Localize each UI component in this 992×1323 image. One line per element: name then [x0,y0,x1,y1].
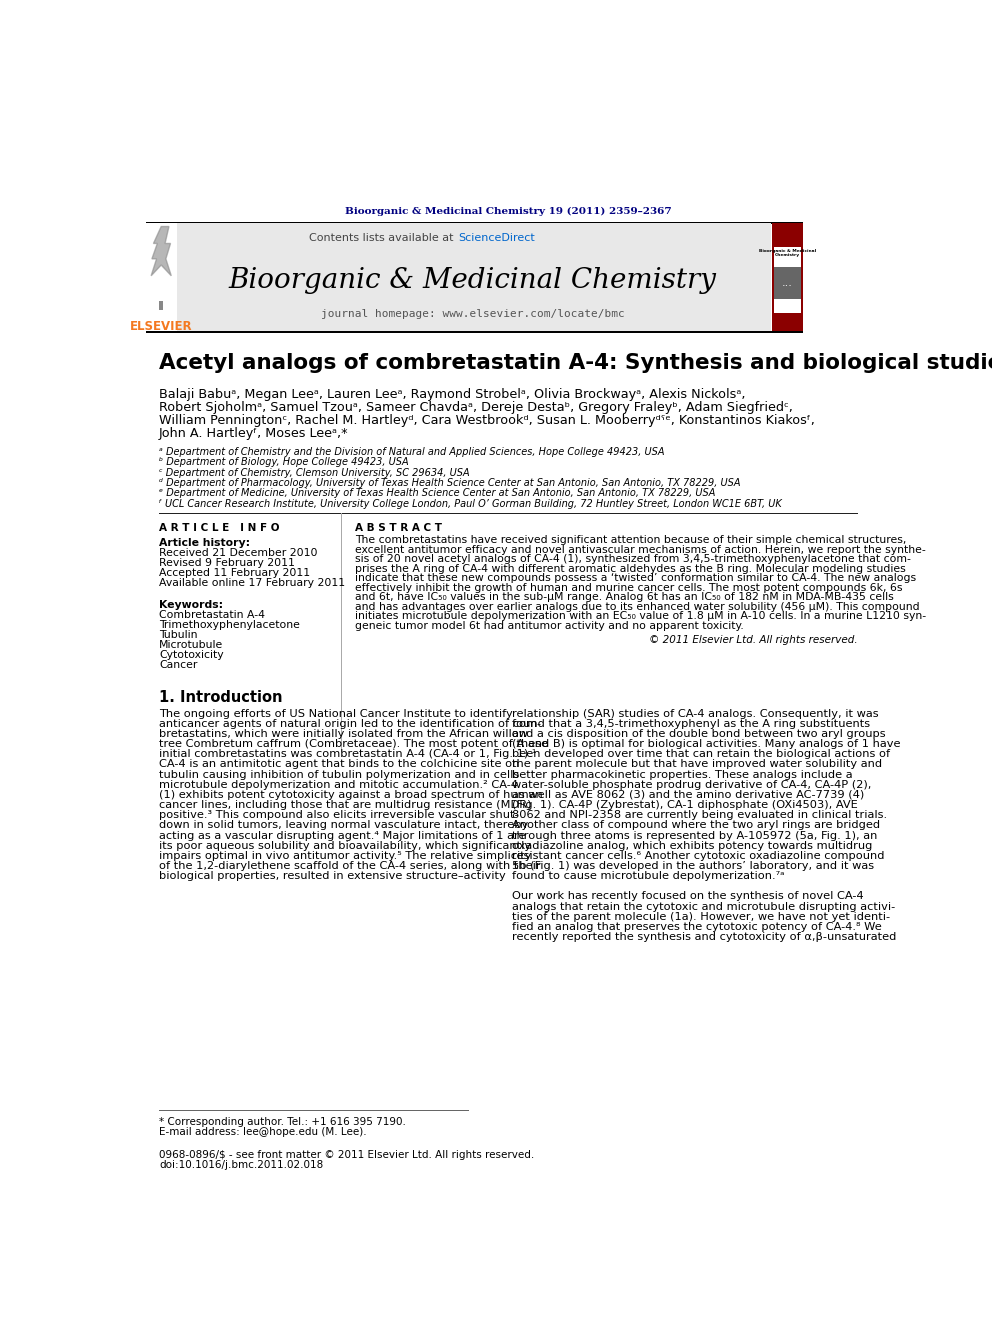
Text: CA-4 is an antimitotic agent that binds to the colchicine site on: CA-4 is an antimitotic agent that binds … [159,759,519,770]
Text: and 6t, have IC₅₀ values in the sub-μM range. Analog 6t has an IC₅₀ of 182 nM in: and 6t, have IC₅₀ values in the sub-μM r… [355,593,894,602]
Text: Cancer: Cancer [159,660,197,669]
Text: (Fig. 1). CA-4P (Zybrestat), CA-1 diphosphate (OXi4503), AVE: (Fig. 1). CA-4P (Zybrestat), CA-1 diphos… [512,800,857,810]
Text: ᵇ Department of Biology, Hope College 49423, USA: ᵇ Department of Biology, Hope College 49… [159,458,409,467]
Text: ᵉ Department of Medicine, University of Texas Health Science Center at San Anton: ᵉ Department of Medicine, University of … [159,488,715,499]
Text: as well as AVE 8062 (3) and the amino derivative AC-7739 (4): as well as AVE 8062 (3) and the amino de… [512,790,864,800]
Text: water-soluble phosphate prodrug derivative of CA-4, CA-4P (2),: water-soluble phosphate prodrug derivati… [512,779,871,790]
Text: Article history:: Article history: [159,538,250,548]
Text: Contents lists available at: Contents lists available at [310,233,457,242]
Text: found that a 3,4,5-trimethoxyphenyl as the A ring substituents: found that a 3,4,5-trimethoxyphenyl as t… [512,718,870,729]
Text: Accepted 11 February 2011: Accepted 11 February 2011 [159,569,310,578]
Text: effectively inhibit the growth of human and murine cancer cells. The most potent: effectively inhibit the growth of human … [355,582,903,593]
Text: ᶜ Department of Chemistry, Clemson University, SC 29634, USA: ᶜ Department of Chemistry, Clemson Unive… [159,467,469,478]
Text: ties of the parent molecule (1a). However, we have not yet identi-: ties of the parent molecule (1a). Howeve… [512,912,890,922]
Text: Acetyl analogs of combretastatin A-4: Synthesis and biological studies: Acetyl analogs of combretastatin A-4: Sy… [159,353,992,373]
Text: 5b (Fig. 1) was developed in the authors’ laboratory, and it was: 5b (Fig. 1) was developed in the authors… [512,861,874,871]
Text: Bioorganic & Medicinal Chemistry 19 (2011) 2359–2367: Bioorganic & Medicinal Chemistry 19 (201… [345,206,672,216]
Text: journal homepage: www.elsevier.com/locate/bmc: journal homepage: www.elsevier.com/locat… [320,308,625,319]
Polygon shape [151,226,172,275]
Text: and has advantages over earlier analogs due to its enhanced water solubility (45: and has advantages over earlier analogs … [355,602,920,611]
Text: ᵈ Department of Pharmacology, University of Texas Health Science Center at San A: ᵈ Department of Pharmacology, University… [159,478,740,488]
Text: Another class of compound where the two aryl rings are bridged: Another class of compound where the two … [512,820,880,831]
Text: tubulin causing inhibition of tubulin polymerization and in cells: tubulin causing inhibition of tubulin po… [159,770,519,779]
Text: The combretastatins have received significant attention because of their simple : The combretastatins have received signif… [355,536,907,545]
Text: 0968-0896/$ - see front matter © 2011 Elsevier Ltd. All rights reserved.: 0968-0896/$ - see front matter © 2011 El… [159,1150,534,1160]
Text: John A. Hartleyᶠ, Moses Leeᵃ,*: John A. Hartleyᶠ, Moses Leeᵃ,* [159,427,348,441]
Text: geneic tumor model 6t had antitumor activity and no apparent toxicity.: geneic tumor model 6t had antitumor acti… [355,620,744,631]
Text: indicate that these new compounds possess a ‘twisted’ conformation similar to CA: indicate that these new compounds posses… [355,573,916,583]
Text: (A and B) is optimal for biological activities. Many analogs of 1 have: (A and B) is optimal for biological acti… [512,740,900,749]
Text: The ongoing efforts of US National Cancer Institute to identify: The ongoing efforts of US National Cance… [159,709,513,718]
Text: cancer lines, including those that are multidrug resistance (MDR): cancer lines, including those that are m… [159,800,532,810]
Text: the parent molecule but that have improved water solubility and: the parent molecule but that have improv… [512,759,882,770]
Text: acting as a vascular disrupting agent.⁴ Major limitations of 1 are: acting as a vascular disrupting agent.⁴ … [159,831,526,840]
Text: initiates microtubule depolymerization with an EC₅₀ value of 1.8 μM in A-10 cell: initiates microtubule depolymerization w… [355,611,927,620]
Text: Our work has recently focused on the synthesis of novel CA-4: Our work has recently focused on the syn… [512,892,863,901]
Text: * Corresponding author. Tel.: +1 616 395 7190.: * Corresponding author. Tel.: +1 616 395… [159,1117,406,1127]
Text: © 2011 Elsevier Ltd. All rights reserved.: © 2011 Elsevier Ltd. All rights reserved… [649,635,857,644]
Text: initial combretastatins was combretastatin A-4 (CA-4 or 1, Fig. 1).¹: initial combretastatins was combretastat… [159,749,537,759]
Text: fied an analog that preserves the cytotoxic potency of CA-4.⁸ We: fied an analog that preserves the cytoto… [512,922,881,931]
Text: ᵃ Department of Chemistry and the Division of Natural and Applied Sciences, Hope: ᵃ Department of Chemistry and the Divisi… [159,447,665,456]
Bar [774,235,801,312]
FancyBboxPatch shape [177,224,771,331]
Text: through three atoms is represented by A-105972 (5a, Fig. 1), an: through three atoms is represented by A-… [512,831,877,840]
Text: ELSEVIER: ELSEVIER [130,320,192,333]
Text: William Penningtonᶜ, Rachel M. Hartleyᵈ, Cara Westbrookᵈ, Susan L. Mooberryᵈˤᵉ, : William Penningtonᶜ, Rachel M. Hartleyᵈ,… [159,414,814,427]
Text: Available online 17 February 2011: Available online 17 February 2011 [159,578,345,589]
Text: oxadiazoline analog, which exhibits potency towards multidrug: oxadiazoline analog, which exhibits pote… [512,840,872,851]
Text: A R T I C L E   I N F O: A R T I C L E I N F O [159,523,280,533]
Text: Trimethoxyphenylacetone: Trimethoxyphenylacetone [159,620,300,630]
Text: E-mail address: lee@hope.edu (M. Lee).: E-mail address: lee@hope.edu (M. Lee). [159,1127,366,1136]
Text: relationship (SAR) studies of CA-4 analogs. Consequently, it was: relationship (SAR) studies of CA-4 analo… [512,709,878,718]
Text: resistant cancer cells.⁶ Another cytotoxic oxadiazoline compound: resistant cancer cells.⁶ Another cytotox… [512,851,884,861]
Text: Cytotoxicity: Cytotoxicity [159,650,223,660]
Text: been developed over time that can retain the biological actions of: been developed over time that can retain… [512,749,890,759]
Text: bretastatins, which were initially isolated from the African willow: bretastatins, which were initially isola… [159,729,528,738]
Text: Balaji Babuᵃ, Megan Leeᵃ, Lauren Leeᵃ, Raymond Strobelᵃ, Olivia Brockwayᵃ, Alexi: Balaji Babuᵃ, Megan Leeᵃ, Lauren Leeᵃ, R… [159,388,745,401]
Text: down in solid tumors, leaving normal vasculature intact, thereby: down in solid tumors, leaving normal vas… [159,820,528,831]
Text: Revised 9 February 2011: Revised 9 February 2011 [159,558,295,569]
Text: Bioorganic & Medicinal
Chemistry: Bioorganic & Medicinal Chemistry [759,249,816,258]
Text: found to cause microtubule depolymerization.⁷ᵃ: found to cause microtubule depolymerizat… [512,871,784,881]
Text: 8062 and NPI-2358 are currently being evaluated in clinical trials.: 8062 and NPI-2358 are currently being ev… [512,810,887,820]
Bar [774,266,801,299]
Text: ...: ... [782,278,793,287]
Text: Received 21 December 2010: Received 21 December 2010 [159,548,317,558]
FancyBboxPatch shape [772,224,803,331]
Text: Microtubule: Microtubule [159,640,223,650]
Bar [146,222,803,224]
Text: its poor aqueous solubility and bioavailability, which significantly: its poor aqueous solubility and bioavail… [159,840,531,851]
Text: anticancer agents of natural origin led to the identification of com-: anticancer agents of natural origin led … [159,718,541,729]
Text: better pharmacokinetic properties. These analogs include a: better pharmacokinetic properties. These… [512,770,852,779]
Text: of the 1,2-diarylethene scaffold of the CA-4 series, along with their: of the 1,2-diarylethene scaffold of the … [159,861,541,871]
Bar [146,331,803,333]
Text: recently reported the synthesis and cytotoxicity of α,β-unsaturated: recently reported the synthesis and cyto… [512,933,896,942]
Text: doi:10.1016/j.bmc.2011.02.018: doi:10.1016/j.bmc.2011.02.018 [159,1160,323,1170]
FancyBboxPatch shape [146,224,177,331]
Text: Bioorganic & Medicinal Chemistry: Bioorganic & Medicinal Chemistry [229,266,716,294]
Text: ScienceDirect: ScienceDirect [458,233,535,242]
Text: analogs that retain the cytotoxic and microtubule disrupting activi-: analogs that retain the cytotoxic and mi… [512,902,895,912]
Text: positive.³ This compound also elicits irreversible vascular shut-: positive.³ This compound also elicits ir… [159,810,519,820]
Bar [159,302,163,311]
Text: excellent antitumor efficacy and novel antivascular mechanisms of action. Herein: excellent antitumor efficacy and novel a… [355,545,926,554]
Text: 1. Introduction: 1. Introduction [159,691,283,705]
Text: Keywords:: Keywords: [159,599,223,610]
Text: Robert Sjoholmᵃ, Samuel Tzouᵃ, Sameer Chavdaᵃ, Dereje Destaᵇ, Gregory Fraleyᵇ, A: Robert Sjoholmᵃ, Samuel Tzouᵃ, Sameer Ch… [159,401,793,414]
Text: A B S T R A C T: A B S T R A C T [355,523,442,533]
Text: microtubule depolymerization and mitotic accumulation.² CA-4: microtubule depolymerization and mitotic… [159,779,518,790]
Text: sis of 20 novel acetyl analogs of CA-4 (1), synthesized from 3,4,5-trimethoxyphe: sis of 20 novel acetyl analogs of CA-4 (… [355,554,911,564]
Text: and a cis disposition of the double bond between two aryl groups: and a cis disposition of the double bond… [512,729,885,738]
Text: Combretastatin A-4: Combretastatin A-4 [159,610,265,620]
Text: ᶠ UCL Cancer Research Institute, University College London, Paul O’ Gorman Build: ᶠ UCL Cancer Research Institute, Univers… [159,499,782,509]
Text: biological properties, resulted in extensive structure–activity: biological properties, resulted in exten… [159,871,506,881]
Text: (1) exhibits potent cytotoxicity against a broad spectrum of human: (1) exhibits potent cytotoxicity against… [159,790,543,800]
Text: tree Combretum caffrum (Combretaceae). The most potent of these: tree Combretum caffrum (Combretaceae). T… [159,740,548,749]
Text: prises the A ring of CA-4 with different aromatic aldehydes as the B ring. Molec: prises the A ring of CA-4 with different… [355,564,906,574]
Text: Tubulin: Tubulin [159,630,197,640]
Text: impairs optimal in vivo antitumor activity.⁵ The relative simplicity: impairs optimal in vivo antitumor activi… [159,851,532,861]
Bar [774,235,801,246]
